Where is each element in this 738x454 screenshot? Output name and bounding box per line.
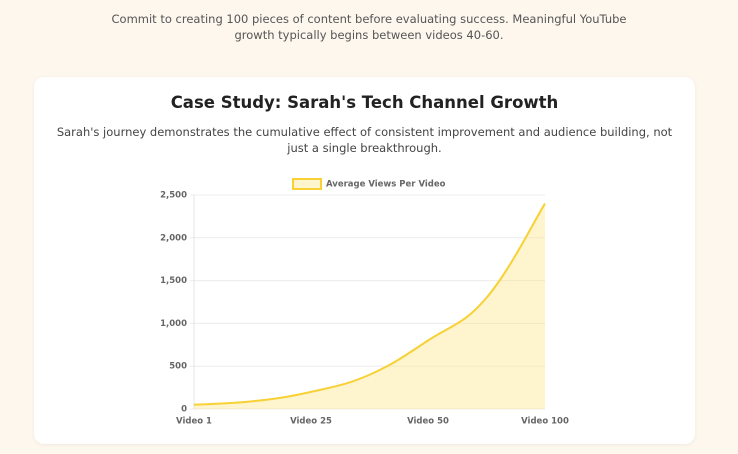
x-tick-label: Video 1 — [176, 417, 212, 427]
case-study-card: Case Study: Sarah's Tech Channel Growth … — [34, 77, 695, 444]
y-tick-label: 0 — [181, 405, 187, 415]
x-tick-label: Video 50 — [407, 417, 449, 427]
y-tick-label: 2,000 — [160, 233, 187, 243]
x-tick-label: Video 100 — [521, 417, 569, 427]
y-tick-label: 1,500 — [160, 276, 187, 286]
y-tick-label: 500 — [169, 362, 187, 372]
y-tick-label: 2,500 — [160, 191, 187, 201]
area-fill — [194, 203, 545, 409]
legend-swatch — [292, 178, 322, 190]
series-line — [193, 203, 546, 406]
x-tick-label: Video 25 — [290, 417, 332, 427]
y-tick-label: 1,000 — [160, 319, 187, 329]
card-description: Sarah's journey demonstrates the cumulat… — [56, 125, 673, 155]
legend-label: Average Views Per Video — [326, 180, 446, 190]
intro-text: Commit to creating 100 pieces of content… — [111, 12, 627, 42]
card-title: Case Study: Sarah's Tech Channel Growth — [170, 93, 559, 112]
